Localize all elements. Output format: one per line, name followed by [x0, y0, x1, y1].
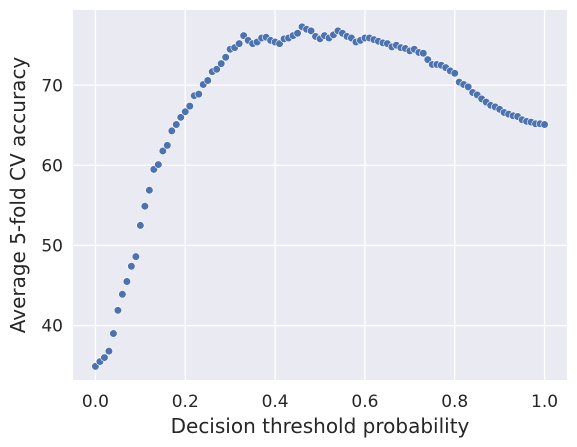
data-point — [113, 306, 123, 315]
x-axis-ticks: 0.0 0.2 0.4 0.6 0.8 1.0 — [82, 392, 558, 412]
y-tick-label: 60 — [41, 156, 63, 176]
data-point — [176, 113, 185, 122]
y-tick-label: 40 — [41, 317, 63, 337]
data-point — [293, 29, 302, 38]
data-point — [185, 102, 194, 111]
data-points — [91, 22, 549, 371]
data-point — [181, 107, 190, 116]
data-point — [464, 82, 473, 91]
data-point — [306, 26, 316, 35]
data-point — [118, 290, 127, 299]
x-tick-label: 0.8 — [441, 392, 468, 412]
data-point — [163, 141, 172, 150]
data-point — [104, 347, 114, 356]
data-point — [419, 49, 428, 58]
y-tick-label: 50 — [41, 236, 63, 256]
data-point — [235, 39, 244, 48]
y-axis-label: Average 5-fold CV accuracy — [6, 57, 30, 334]
x-tick-label: 0.6 — [351, 392, 378, 412]
data-point — [100, 353, 109, 362]
data-point — [136, 221, 145, 230]
data-point — [127, 262, 136, 271]
data-point — [131, 252, 140, 261]
x-tick-label: 0.0 — [82, 392, 109, 412]
y-tick-label: 70 — [41, 76, 63, 96]
data-point — [172, 120, 181, 129]
data-point — [217, 59, 226, 68]
data-point — [122, 277, 131, 286]
data-point — [154, 160, 163, 169]
data-point — [109, 329, 118, 338]
grid-lines — [73, 10, 567, 380]
data-point — [167, 126, 176, 136]
data-point — [194, 89, 203, 99]
data-point — [540, 120, 549, 129]
x-tick-label: 0.4 — [262, 392, 289, 412]
data-point — [145, 186, 154, 195]
data-point — [221, 53, 230, 62]
x-tick-label: 1.0 — [531, 392, 558, 412]
plot-background — [73, 10, 567, 380]
x-tick-label: 0.2 — [172, 392, 199, 412]
y-axis-ticks: 40 50 60 70 — [41, 76, 63, 336]
data-point — [450, 69, 459, 78]
x-axis-label: Decision threshold probability — [171, 414, 470, 438]
data-point — [212, 65, 221, 74]
data-point — [203, 76, 212, 85]
data-point — [140, 202, 149, 211]
data-point — [158, 146, 167, 156]
